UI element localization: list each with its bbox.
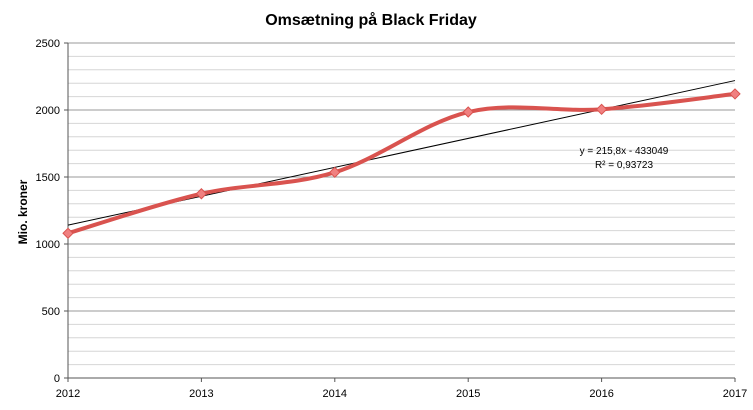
x-tick-label: 2017: [723, 388, 747, 400]
x-tick-label: 2016: [589, 388, 613, 400]
data-point-marker: [329, 166, 341, 179]
trendline-equation: y = 215,8x - 433049: [580, 146, 669, 157]
x-tick-label: 2014: [323, 388, 347, 400]
x-tick-label: 2013: [189, 388, 213, 400]
y-tick-label: 0: [54, 373, 60, 385]
x-tick-label: 2015: [456, 388, 480, 400]
data-point-marker: [729, 88, 741, 100]
y-tick-label: 2500: [36, 38, 60, 50]
y-tick-label: 1000: [36, 239, 60, 251]
y-tick-label: 500: [42, 306, 60, 318]
axes: [64, 42, 736, 382]
chart-title: Omsætning på Black Friday: [265, 11, 477, 29]
tick-labels: 0 500 1000 1500 2000 2500 2012 2013 2014 2015 2016…: [36, 38, 748, 400]
data-point-marker: [595, 103, 608, 116]
data-point-marker: [195, 188, 208, 200]
y-tick-label: 2000: [36, 105, 60, 117]
x-tick-label: 2012: [56, 388, 80, 400]
y-tick-label: 1500: [36, 172, 60, 184]
series-group: [62, 88, 741, 239]
series-line: [66, 91, 737, 236]
grid-lines: [68, 42, 735, 366]
trendline-r2: R² = 0,93723: [595, 160, 654, 171]
data-point-marker: [462, 106, 474, 118]
y-axis-label: Mio. kroner: [16, 179, 30, 244]
data-point-marker: [62, 227, 74, 239]
